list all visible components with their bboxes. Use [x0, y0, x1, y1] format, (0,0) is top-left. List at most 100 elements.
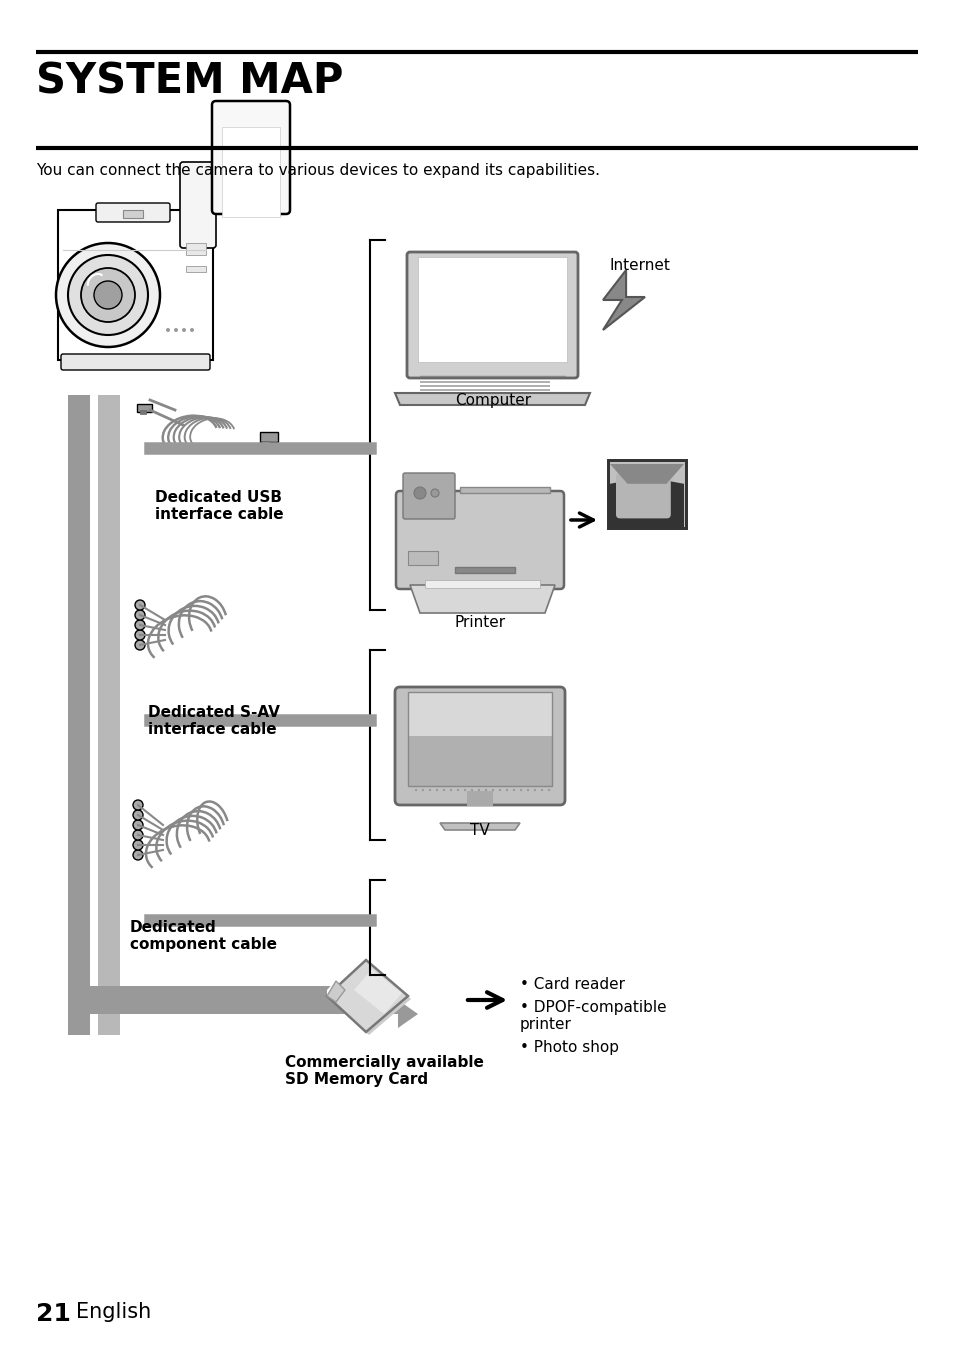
FancyBboxPatch shape	[61, 354, 210, 370]
Circle shape	[132, 850, 143, 859]
Text: Computer: Computer	[455, 393, 531, 408]
Text: • Card reader: • Card reader	[519, 976, 624, 993]
Bar	[68, 395, 90, 1036]
Text: English: English	[76, 1302, 152, 1322]
Bar	[408, 691, 552, 785]
Circle shape	[431, 490, 438, 498]
Text: Internet: Internet	[609, 258, 670, 273]
Circle shape	[540, 788, 542, 791]
Polygon shape	[439, 823, 519, 830]
Text: Dedicated USB
interface cable: Dedicated USB interface cable	[154, 490, 283, 522]
Circle shape	[513, 788, 515, 791]
Circle shape	[449, 788, 452, 791]
FancyBboxPatch shape	[407, 252, 578, 378]
Polygon shape	[609, 464, 683, 484]
Circle shape	[414, 487, 426, 499]
Text: TV: TV	[470, 823, 489, 838]
Circle shape	[534, 788, 536, 791]
FancyBboxPatch shape	[395, 687, 564, 806]
Bar	[419, 385, 550, 387]
Text: • DPOF-compatible
printer: • DPOF-compatible printer	[519, 999, 666, 1033]
Bar	[222, 126, 280, 217]
Bar	[68, 986, 397, 1014]
Circle shape	[471, 788, 473, 791]
Circle shape	[415, 788, 416, 791]
FancyBboxPatch shape	[180, 161, 215, 247]
Bar	[137, 404, 152, 412]
Bar	[467, 791, 493, 806]
Text: SYSTEM MAP: SYSTEM MAP	[36, 61, 343, 104]
Circle shape	[526, 788, 529, 791]
Circle shape	[547, 788, 550, 791]
Polygon shape	[354, 968, 401, 1014]
Bar	[459, 487, 550, 494]
Circle shape	[456, 788, 458, 791]
Bar	[123, 210, 143, 218]
Text: • Photo shop: • Photo shop	[519, 1040, 618, 1054]
Bar	[419, 381, 550, 383]
Circle shape	[498, 788, 500, 791]
FancyBboxPatch shape	[96, 203, 170, 222]
Circle shape	[492, 788, 494, 791]
Text: Dedicated S-AV
interface cable: Dedicated S-AV interface cable	[148, 705, 279, 737]
Bar	[262, 441, 269, 445]
Polygon shape	[602, 270, 644, 330]
Bar	[455, 568, 515, 573]
Circle shape	[132, 800, 143, 810]
Bar	[140, 410, 146, 414]
Circle shape	[505, 788, 508, 791]
Circle shape	[56, 243, 160, 347]
Circle shape	[132, 841, 143, 850]
Circle shape	[81, 268, 135, 321]
FancyBboxPatch shape	[616, 473, 670, 518]
Text: Dedicated
component cable: Dedicated component cable	[130, 920, 276, 952]
Circle shape	[135, 629, 145, 640]
Bar	[98, 395, 120, 1036]
Bar	[607, 460, 685, 529]
Text: 21: 21	[36, 1302, 71, 1326]
Text: You can connect the camera to various devices to expand its capabilities.: You can connect the camera to various de…	[36, 163, 599, 178]
Circle shape	[436, 788, 437, 791]
Circle shape	[173, 328, 178, 332]
Circle shape	[132, 820, 143, 830]
Bar	[260, 432, 277, 443]
Bar	[417, 257, 566, 362]
Circle shape	[421, 788, 424, 791]
Circle shape	[135, 600, 145, 611]
Circle shape	[94, 281, 122, 309]
Polygon shape	[397, 999, 417, 1028]
FancyBboxPatch shape	[402, 473, 455, 519]
Circle shape	[135, 620, 145, 629]
Polygon shape	[609, 477, 683, 529]
Polygon shape	[395, 393, 589, 405]
Bar	[607, 460, 685, 529]
Bar	[408, 691, 552, 736]
Bar	[186, 243, 206, 256]
Circle shape	[484, 788, 487, 791]
Bar	[408, 551, 437, 565]
Circle shape	[166, 328, 170, 332]
Circle shape	[132, 810, 143, 820]
Polygon shape	[410, 585, 555, 613]
Bar	[186, 266, 206, 272]
FancyBboxPatch shape	[212, 101, 290, 214]
Circle shape	[477, 788, 479, 791]
Polygon shape	[58, 210, 213, 360]
Circle shape	[182, 328, 186, 332]
Text: Printer: Printer	[454, 615, 505, 629]
Polygon shape	[327, 960, 408, 1032]
Bar	[419, 389, 550, 391]
Polygon shape	[330, 963, 411, 1036]
Circle shape	[68, 256, 148, 335]
Circle shape	[428, 788, 431, 791]
Circle shape	[132, 830, 143, 841]
FancyBboxPatch shape	[395, 491, 563, 589]
Circle shape	[463, 788, 466, 791]
Circle shape	[135, 611, 145, 620]
Bar	[408, 691, 552, 785]
Circle shape	[519, 788, 521, 791]
Polygon shape	[327, 960, 354, 997]
Circle shape	[190, 328, 193, 332]
Circle shape	[442, 788, 445, 791]
Polygon shape	[327, 981, 345, 1002]
